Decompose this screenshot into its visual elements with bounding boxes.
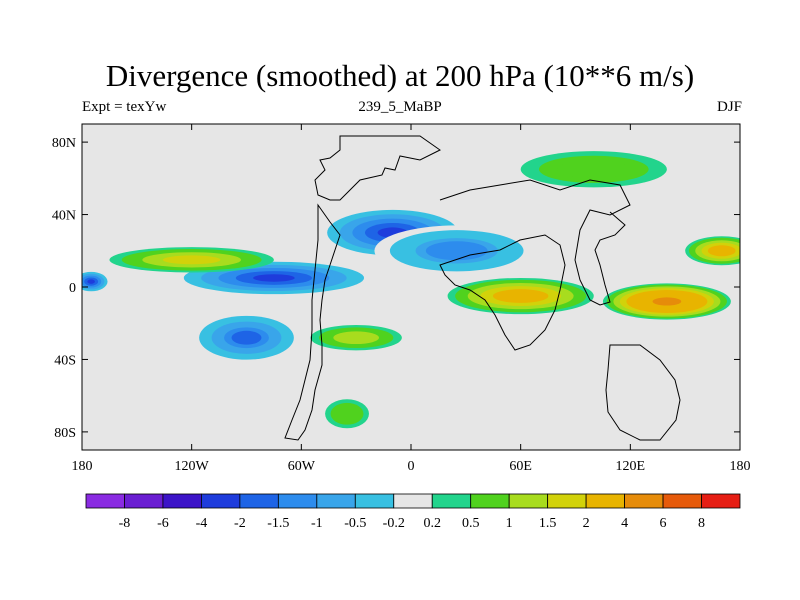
- contour-band: [336, 406, 358, 422]
- colorbar-swatch: [431, 493, 472, 509]
- colorbar-label: 0.2: [423, 516, 441, 531]
- colorbar-swatch: [85, 493, 125, 509]
- lon-tick-label: 60W: [288, 459, 316, 474]
- colorbar-label: 8: [698, 516, 705, 531]
- colorbar-swatch: [354, 493, 395, 509]
- colorbar-swatch: [701, 493, 741, 509]
- season-label: DJF: [716, 99, 742, 115]
- colorbar-label: -1.5: [267, 516, 289, 531]
- colorbar: -8 -6 -4 -2 -1.5 -1 -0.5 -0.2 0.2 0.5 1 1.5 2 4 6 8: [85, 493, 741, 531]
- colorbar-label: 4: [621, 516, 628, 531]
- contour-band: [659, 299, 675, 304]
- divergence-feature: [447, 277, 594, 315]
- lat-tick-label: 40S: [54, 353, 76, 368]
- coastline-australia: [605, 344, 681, 441]
- divergence-feature: [685, 236, 740, 266]
- lon-tick-label: 120E: [616, 459, 646, 474]
- colorbar-swatch: [662, 493, 702, 509]
- colorbar-label: 6: [660, 516, 667, 531]
- colorbar-swatch: [624, 493, 664, 509]
- colorbar-swatch: [585, 493, 625, 509]
- lat-tick-label: 0: [69, 281, 76, 296]
- colorbar-label: 0.5: [462, 516, 480, 531]
- axis-ticks: 80N 40N 0 40S 80S 180 120W 60W 0 60E 120E 180: [52, 124, 751, 474]
- colorbar-label: 2: [583, 516, 590, 531]
- contour-band: [425, 241, 488, 261]
- colorbar-label: -8: [119, 516, 131, 531]
- colorbar-label: -2: [234, 516, 246, 531]
- coastline-americas: [284, 135, 441, 441]
- contour-band: [253, 274, 295, 282]
- lon-tick-label: 180: [72, 459, 93, 474]
- colorbar-swatch: [316, 493, 356, 509]
- colorbar-label: 1: [506, 516, 513, 531]
- coastline-eurasia-africa: [439, 179, 631, 351]
- colorbar-label: -6: [157, 516, 169, 531]
- contour-band: [166, 256, 217, 264]
- divergence-feature: [109, 247, 274, 273]
- coastline: [284, 135, 681, 441]
- divergence-feature: [310, 325, 402, 351]
- colorbar-swatch: [508, 493, 549, 509]
- divergence-feature: [520, 151, 667, 188]
- experiment-label: Expt = texYw: [82, 99, 167, 115]
- colorbar-label: -1: [311, 516, 323, 531]
- divergence-feature: [82, 270, 110, 293]
- colorbar-label: -0.5: [344, 516, 366, 531]
- colorbar-swatch: [393, 493, 433, 509]
- colorbar-swatch: [277, 493, 318, 509]
- lon-tick-label: 60E: [509, 459, 532, 474]
- lon-tick-label: 0: [408, 459, 415, 474]
- contour-band: [557, 160, 631, 179]
- divergence-feature: [325, 399, 369, 429]
- divergence-feature: [191, 312, 302, 364]
- colorbar-label: 1.5: [539, 516, 557, 531]
- lon-tick-label: 120W: [175, 459, 210, 474]
- contour-band: [87, 279, 95, 284]
- lat-tick-label: 40N: [52, 209, 76, 224]
- divergence-feature: [374, 225, 539, 277]
- contour-band: [339, 332, 374, 343]
- contour-band: [505, 292, 536, 300]
- colorbar-swatch: [124, 493, 164, 509]
- colorbar-swatch: [201, 493, 241, 509]
- colorbar-swatch: [162, 493, 202, 509]
- case-label: 239_5_MaBP: [358, 99, 442, 115]
- colorbar-swatch: [470, 493, 510, 509]
- contour-band: [714, 247, 730, 254]
- contour-band: [231, 330, 262, 345]
- lat-tick-label: 80N: [52, 136, 76, 151]
- colorbar-swatch: [239, 493, 279, 509]
- colorbar-label: -0.2: [383, 516, 405, 531]
- lon-tick-label: 180: [730, 459, 751, 474]
- divergence-feature: [602, 283, 731, 320]
- chart-title: Divergence (smoothed) at 200 hPa (10**6 …: [105, 58, 695, 93]
- lat-tick-label: 80S: [54, 426, 76, 441]
- colorbar-label: -4: [196, 516, 208, 531]
- colorbar-swatch: [547, 493, 587, 509]
